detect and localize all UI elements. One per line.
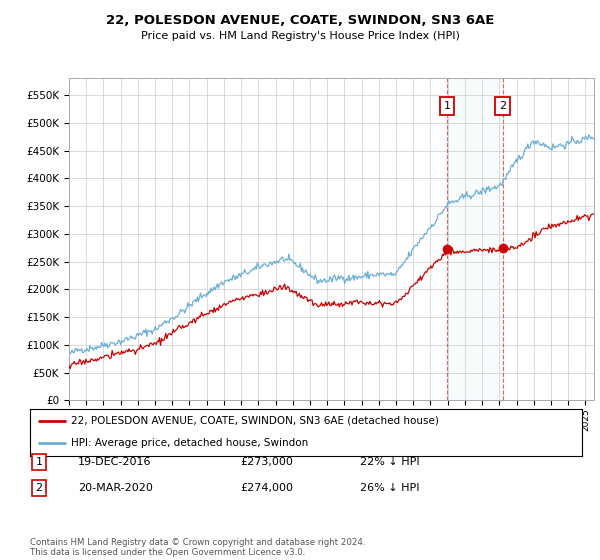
Text: £274,000: £274,000	[240, 483, 293, 493]
Text: 20-MAR-2020: 20-MAR-2020	[78, 483, 153, 493]
Text: £273,000: £273,000	[240, 457, 293, 467]
Text: 2: 2	[35, 483, 43, 493]
Text: Contains HM Land Registry data © Crown copyright and database right 2024.
This d: Contains HM Land Registry data © Crown c…	[30, 538, 365, 557]
Bar	[447, 78, 503, 400]
Text: 26% ↓ HPI: 26% ↓ HPI	[360, 483, 419, 493]
Text: Price paid vs. HM Land Registry's House Price Index (HPI): Price paid vs. HM Land Registry's House …	[140, 31, 460, 41]
Text: 1: 1	[443, 101, 451, 111]
Text: 22% ↓ HPI: 22% ↓ HPI	[360, 457, 419, 467]
Text: 19-DEC-2016: 19-DEC-2016	[78, 457, 151, 467]
Text: 1: 1	[35, 457, 43, 467]
Text: 22, POLESDON AVENUE, COATE, SWINDON, SN3 6AE: 22, POLESDON AVENUE, COATE, SWINDON, SN3…	[106, 14, 494, 27]
Text: HPI: Average price, detached house, Swindon: HPI: Average price, detached house, Swin…	[71, 438, 308, 448]
Text: 22, POLESDON AVENUE, COATE, SWINDON, SN3 6AE (detached house): 22, POLESDON AVENUE, COATE, SWINDON, SN3…	[71, 416, 439, 426]
Text: 2: 2	[499, 101, 506, 111]
